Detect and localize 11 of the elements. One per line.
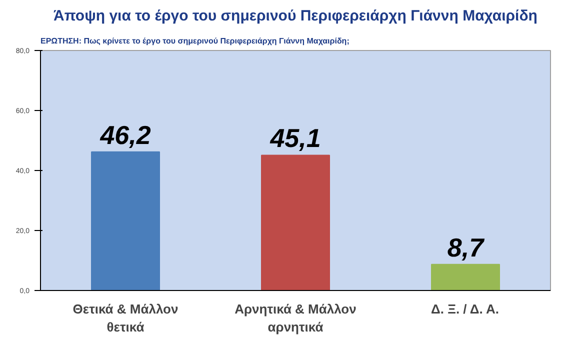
bar — [431, 264, 500, 290]
chart-subtitle: ΕΡΩΤΗΣΗ: Πως κρίνετε το έργο του σημερινού Περιφερειάρχη Γιάννη Μαχαιρίδη; — [40, 36, 350, 46]
bar — [261, 154, 330, 290]
x-tick-label: Αρνητικά & Μάλλον αρνητικά — [234, 302, 356, 334]
data-label: 45,1 — [269, 123, 321, 154]
chart-title: Άποψη για το έργο του σημερινού Περιφερειάρχη Γιάννη Μαχαιρίδη — [54, 8, 538, 24]
bar — [91, 151, 160, 290]
data-label: 46,2 — [99, 120, 152, 150]
data-label: 8,7 — [447, 232, 486, 262]
x-tick-label: Δ. Ξ. / Δ. Α. — [431, 302, 500, 316]
x-tick-label: Θετικά & Μάλλον θετικά — [72, 302, 178, 334]
